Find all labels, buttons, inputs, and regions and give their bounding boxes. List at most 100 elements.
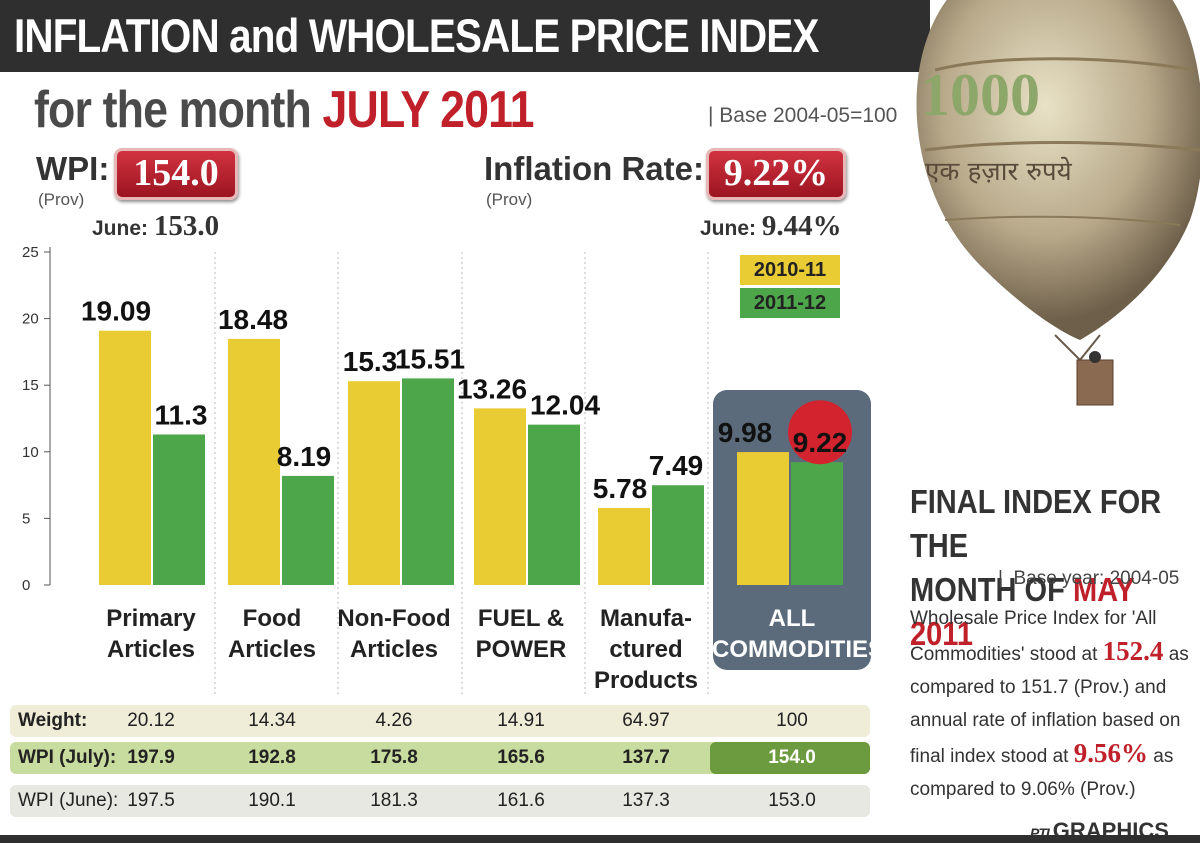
inflation-label: Inflation Rate: — [484, 150, 704, 187]
bar-2010-11-0 — [99, 330, 151, 585]
table-row-label: WPI (July): — [18, 747, 117, 768]
final-index-text: Wholesale Price Index for 'All Commoditi… — [910, 602, 1195, 806]
y-tick-label: 20 — [22, 311, 39, 328]
category-label: Food Articles — [212, 603, 332, 665]
table-row: WPI (June): 197.5 190.1 181.3 161.6 137.3 153.… — [10, 785, 870, 817]
final-index-title: FINAL INDEX FOR THE MONTH OF MAY 2011 — [910, 480, 1174, 656]
value-label: 5.78 — [593, 473, 648, 504]
bar-2011-12-1 — [282, 475, 334, 585]
y-tick-label: 15 — [22, 377, 39, 394]
table-cell: 175.8 — [370, 747, 418, 768]
table-cell: 4.26 — [375, 710, 413, 731]
category-label-line: Articles — [349, 636, 439, 663]
table-cell: 14.34 — [248, 710, 296, 731]
category-label: FUEL & POWER — [461, 603, 581, 665]
value-label: 15.51 — [395, 343, 465, 374]
category-label-line: Articles — [227, 636, 317, 663]
table-highlight-cell — [710, 742, 870, 774]
table-row-label: Weight: — [18, 710, 88, 731]
subtitle-prefix: for the month — [34, 81, 312, 139]
note-number: 1000 — [920, 62, 1040, 128]
page-title: INFLATION and WHOLESALE PRICE INDEX — [14, 9, 819, 62]
category-label-line: Primary — [106, 605, 196, 632]
wpi-june-value: 153.0 — [153, 210, 220, 242]
bottom-bar — [0, 835, 1200, 843]
inflation-june-label: June: — [700, 217, 757, 240]
category-label: Primary Articles — [91, 603, 211, 665]
table-cell: 197.5 — [127, 790, 175, 811]
table-cell: 181.3 — [370, 790, 418, 811]
table-cell: 100 — [776, 710, 808, 731]
value-label: 19.09 — [81, 296, 151, 327]
y-tick-label: 25 — [22, 244, 39, 261]
category-label-line: POWER — [475, 636, 567, 663]
category-label-line: FUEL & — [477, 605, 565, 632]
bar-2011-12-4 — [652, 485, 704, 585]
legend-2011-12: 2011-12 — [740, 288, 840, 318]
wpi-prov: (Prov) — [38, 190, 85, 209]
y-tick-label: 5 — [22, 510, 30, 527]
final-index-title-line2a: MONTH OF — [910, 571, 1065, 608]
table-cell: 137.7 — [622, 747, 670, 768]
table-cell: 192.8 — [248, 747, 296, 768]
bar-chart: 0 5 10 15 20 25 19.09 11.3 18.48 8.19 15.315.5113.… — [22, 244, 871, 695]
value-label: 12.04 — [530, 390, 600, 421]
bar-2011-12-5 — [791, 462, 843, 585]
table-cell: 20.12 — [127, 710, 175, 731]
value-label: 9.98 — [718, 417, 773, 448]
bar-2011-12-2 — [402, 378, 454, 585]
value-label: 18.48 — [218, 304, 288, 335]
table-cell: 137.3 — [622, 790, 670, 811]
final-inflation-value: 9.56% — [1073, 738, 1148, 768]
value-label: 9.22 — [793, 427, 848, 458]
wpi-june: June: 153.0 — [92, 210, 219, 243]
bar-2010-11-1 — [228, 338, 280, 585]
bar-2010-11-2 — [348, 381, 400, 585]
table-cell: 165.6 — [497, 747, 545, 768]
inflation-june-value: 9.44% — [761, 210, 842, 242]
category-label: ALL COMMODITIES — [712, 603, 884, 665]
value-label: 7.49 — [649, 450, 704, 481]
table-cell: 14.91 — [497, 710, 545, 731]
category-label-line: Articles — [106, 636, 196, 663]
currency-balloon-illustration: 1000 एक हज़ार रुपये — [916, 0, 1200, 406]
base-note: | Base 2004-05=100 — [708, 104, 898, 127]
table-row: Weight: 20.12 14.34 4.26 14.91 64.97 100 — [10, 705, 870, 737]
bar-2010-11-4 — [598, 508, 650, 585]
wpi-value-badge: 154.0 — [114, 148, 238, 200]
page-subtitle: for the month JULY 2011 — [34, 80, 535, 140]
table-cell: 154.0 — [768, 747, 816, 768]
value-label: 8.19 — [277, 441, 332, 472]
category-label-line: COMMODITIES — [712, 636, 884, 663]
final-index-box: FINAL INDEX FOR THE MONTH OF MAY 2011 | … — [898, 470, 1200, 800]
value-label: 11.3 — [155, 399, 208, 430]
final-index-base-text: Base year: 2004-05 — [1013, 568, 1180, 589]
table-row-label: WPI (June): — [18, 790, 119, 811]
table-row: WPI (July): 197.9 192.8 175.8 165.6 137.7 154.… — [10, 742, 870, 774]
y-tick-label: 10 — [22, 444, 39, 461]
category-label-line: Non-Food — [337, 605, 451, 632]
final-index-title-line1: FINAL INDEX FOR THE — [910, 483, 1162, 564]
category-label-line: Food — [242, 605, 302, 632]
legend-2010-11: 2010-11 — [740, 255, 840, 285]
category-label: Non-Food Articles — [334, 603, 454, 665]
title-bar: INFLATION and WHOLESALE PRICE INDEX — [0, 0, 930, 72]
table-cell: 161.6 — [497, 790, 545, 811]
category-label-line: Manufa- — [600, 605, 692, 632]
final-index-base: | Base year: 2004-05 — [998, 568, 1180, 589]
table-cell: 153.0 — [768, 790, 816, 811]
subtitle-month: JULY 2011 — [322, 81, 535, 139]
base-text: Base 2004-05=100 — [719, 104, 898, 127]
table-cell: 197.9 — [127, 747, 175, 768]
wpi-label: WPI: — [36, 150, 110, 187]
note-hindi-text: एक हज़ार रुपये — [925, 156, 1073, 187]
inflation-prov: (Prov) — [486, 190, 533, 209]
bar-2011-12-3 — [528, 424, 580, 585]
bar-2011-12-0 — [153, 434, 205, 585]
category-label: Manufa-ctured Products — [586, 603, 706, 696]
y-tick-label: 0 — [22, 577, 30, 594]
final-index-value: 152.4 — [1102, 636, 1164, 666]
wpi-june-label: June: — [92, 217, 149, 240]
table-cell: 190.1 — [248, 790, 296, 811]
category-label-line: ALL — [768, 605, 816, 632]
